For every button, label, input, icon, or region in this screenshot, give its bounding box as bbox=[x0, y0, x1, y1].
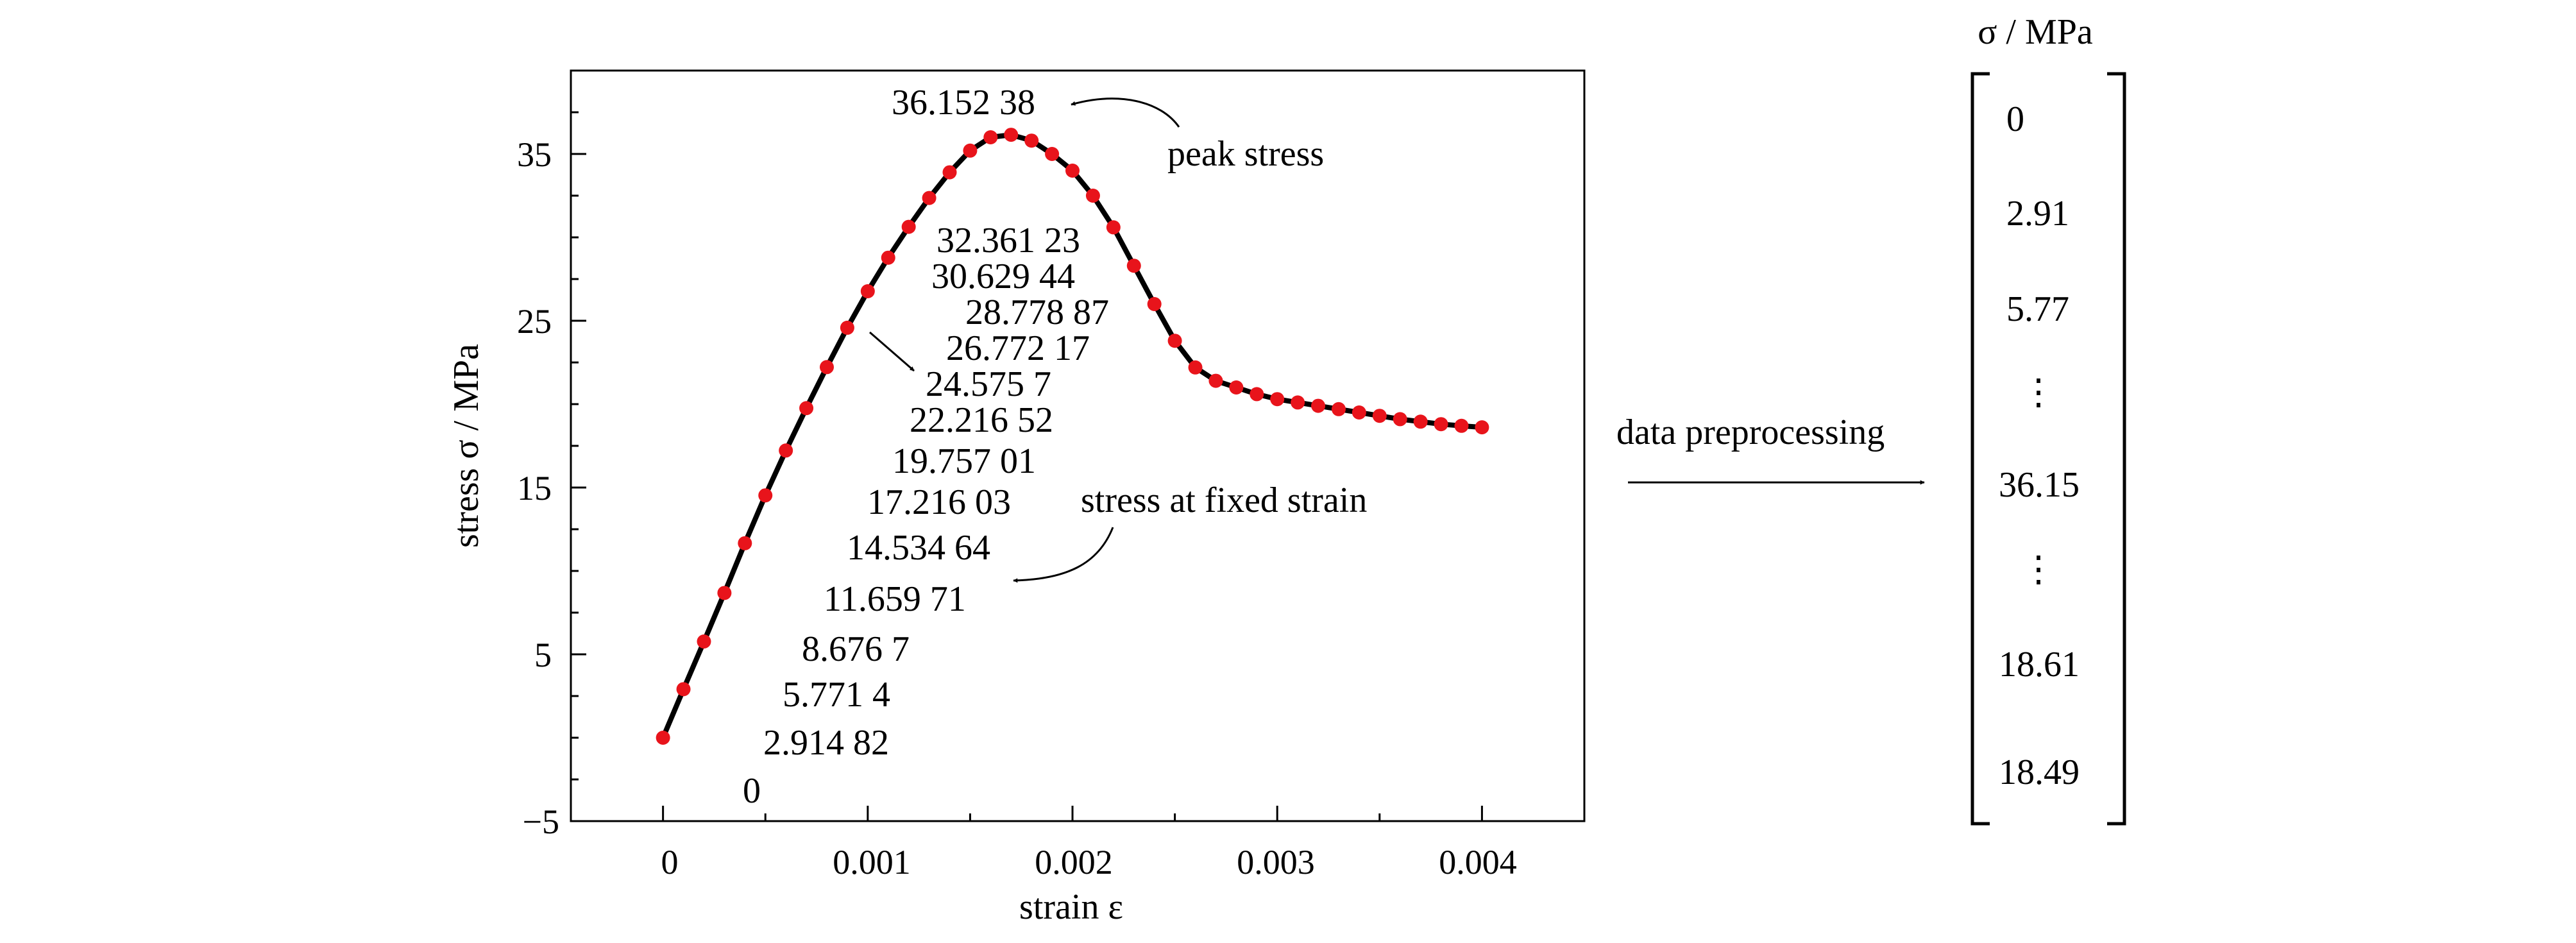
data-point bbox=[1188, 360, 1203, 375]
data-point bbox=[922, 191, 936, 205]
matrix-entry: ⋮ bbox=[2021, 550, 2056, 590]
x-axis-title: strain ε bbox=[1019, 887, 1123, 927]
y-tick-label: 35 bbox=[517, 135, 552, 174]
data-point bbox=[738, 536, 752, 550]
annotation-fixed-strain: stress at fixed strain bbox=[1081, 480, 1367, 520]
matrix-left-bracket bbox=[1970, 72, 1990, 826]
data-point bbox=[656, 731, 670, 745]
matrix-right-bracket bbox=[2107, 72, 2126, 826]
value-label: 24.575 7 bbox=[926, 364, 1051, 404]
x-tick-label: 0 bbox=[661, 843, 679, 881]
data-point bbox=[1229, 380, 1244, 395]
data-point bbox=[1208, 373, 1223, 388]
fixed-strain-arrow bbox=[1013, 527, 1114, 583]
data-point bbox=[1106, 220, 1121, 235]
value-label: 8.676 7 bbox=[802, 629, 910, 669]
value-label: 32.361 23 bbox=[936, 221, 1080, 260]
data-point bbox=[860, 284, 875, 298]
data-point bbox=[779, 443, 793, 458]
data-point bbox=[881, 250, 895, 265]
matrix-entry: 18.49 bbox=[1999, 752, 2080, 792]
matrix-title: σ / MPa bbox=[1978, 12, 2093, 52]
data-point bbox=[717, 586, 732, 600]
data-point bbox=[840, 320, 854, 335]
x-tick-label: 0.001 bbox=[833, 843, 911, 881]
value-label: 19.757 01 bbox=[892, 441, 1036, 481]
data-point bbox=[799, 401, 814, 416]
value-label: 30.629 44 bbox=[931, 257, 1075, 296]
value-label: 17.216 03 bbox=[867, 482, 1011, 522]
axis-ticks bbox=[571, 69, 1483, 822]
y-tick-label: −5 bbox=[523, 803, 559, 841]
matrix-entry: ⋮ bbox=[2021, 373, 2056, 412]
value-label: 11.659 71 bbox=[824, 579, 966, 619]
data-point bbox=[1393, 412, 1407, 427]
data-point bbox=[1454, 418, 1469, 433]
data-point bbox=[1434, 417, 1448, 432]
data-point bbox=[1270, 392, 1285, 407]
value-label: 26.772 17 bbox=[946, 328, 1090, 368]
matrix-entry: 0 bbox=[2006, 99, 2024, 139]
data-point bbox=[819, 360, 834, 375]
value-label: 14.534 64 bbox=[847, 528, 990, 568]
data-point bbox=[1004, 128, 1019, 142]
data-point bbox=[1372, 409, 1387, 423]
data-point bbox=[942, 165, 957, 180]
y-axis-title: stress σ / MPa bbox=[446, 344, 486, 548]
data-point bbox=[1045, 147, 1060, 161]
value-label: 28.778 87 bbox=[965, 293, 1109, 332]
value-label: 0 bbox=[743, 771, 761, 811]
annotation-peak-stress: peak stress bbox=[1167, 134, 1324, 174]
x-tick-label: 0.004 bbox=[1439, 843, 1517, 881]
y-tick-label: 25 bbox=[517, 302, 552, 341]
series-markers bbox=[656, 128, 1489, 745]
data-point bbox=[901, 219, 916, 234]
value-label: 22.216 52 bbox=[910, 400, 1053, 440]
y-tick-label: 15 bbox=[517, 469, 552, 507]
plot-frame bbox=[570, 69, 1586, 822]
data-point bbox=[1291, 395, 1305, 410]
matrix-entry: 18.61 bbox=[1999, 645, 2080, 684]
data-point bbox=[983, 130, 998, 144]
data-point bbox=[963, 143, 978, 158]
data-point bbox=[1331, 402, 1346, 416]
data-point bbox=[1167, 334, 1182, 348]
data-point bbox=[1024, 133, 1039, 148]
data-point bbox=[1065, 164, 1080, 178]
matrix-entry: 36.15 bbox=[1999, 465, 2080, 505]
data-point bbox=[1126, 259, 1141, 273]
preprocessing-label: data preprocessing bbox=[1616, 412, 1885, 452]
data-point bbox=[676, 682, 691, 697]
peak-stress-arrow bbox=[1071, 98, 1180, 128]
data-point bbox=[1475, 420, 1489, 435]
x-tick-label: 0.002 bbox=[1035, 843, 1113, 881]
data-point bbox=[758, 488, 773, 503]
value-label: 2.914 82 bbox=[763, 723, 889, 763]
data-point bbox=[1147, 297, 1162, 311]
data-point bbox=[1311, 398, 1326, 413]
list-pointer-arrow bbox=[869, 331, 915, 372]
y-tick-label: 5 bbox=[534, 636, 552, 674]
value-label: 5.771 4 bbox=[783, 675, 890, 715]
matrix-entry: 2.91 bbox=[2006, 194, 2069, 234]
data-point bbox=[697, 634, 711, 649]
data-point bbox=[1250, 387, 1264, 402]
data-point bbox=[1352, 405, 1366, 420]
data-point bbox=[1413, 414, 1428, 429]
data-point bbox=[1085, 189, 1100, 203]
value-label: 36.152 38 bbox=[892, 83, 1035, 123]
x-tick-label: 0.003 bbox=[1237, 843, 1315, 881]
matrix-entry: 5.77 bbox=[2006, 289, 2069, 329]
